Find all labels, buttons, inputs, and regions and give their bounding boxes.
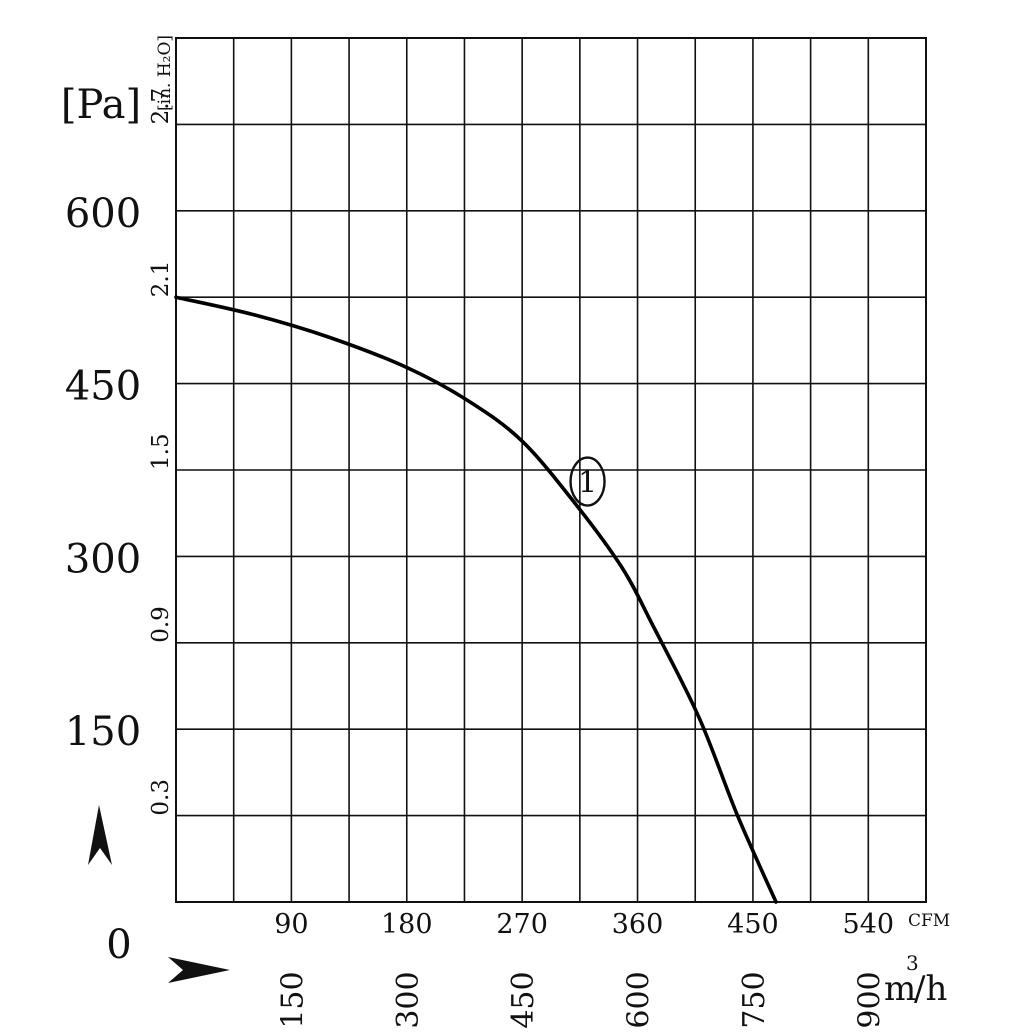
label-layer: 0 150 300 450 600 [Pa] 0.3 0.9 1.5 2.1 2.7[in. H₂O… xyxy=(61,35,950,1029)
x-axis-unit-suffix: /h xyxy=(914,969,947,1009)
x-tick-label-cfm: 270 xyxy=(496,909,548,940)
x-tick-label-cfm: 360 xyxy=(612,909,664,940)
plot-frame xyxy=(175,37,927,903)
series-curve-1 xyxy=(174,295,778,904)
y-tick-label-pa: 0 xyxy=(106,922,131,968)
curve-layer: 1 xyxy=(174,295,778,904)
x-tick-label-cfm: 90 xyxy=(274,909,308,940)
y-tick-label-inh2o: 0.9 xyxy=(148,606,174,643)
x-tick-label-cfm: 540 xyxy=(843,909,895,940)
x-tick-label-m3h: 300 xyxy=(391,971,426,1028)
series-label: 1 xyxy=(578,466,597,501)
x-tick-label-cfm: 180 xyxy=(381,909,433,940)
y-axis-unit-inh2o: [in. H₂O] xyxy=(155,35,175,111)
x-tick-label-m3h: 150 xyxy=(275,971,310,1028)
y-axis-arrow-icon xyxy=(88,805,112,865)
x-tick-label-m3h: 750 xyxy=(737,971,772,1028)
series-label-circle xyxy=(569,456,606,507)
x-axis-unit-superscript: 3 xyxy=(906,951,919,975)
chart-grid xyxy=(175,37,927,903)
x-tick-label-m3h: 450 xyxy=(506,971,541,1028)
y-tick-label-pa: 600 xyxy=(65,191,141,237)
y-tick-label-inh2o: 2.7 xyxy=(148,88,174,125)
y-tick-label-pa: 300 xyxy=(65,536,141,582)
y-tick-label-inh2o: 0.3 xyxy=(148,779,174,816)
y-tick-label-inh2o: 2.1 xyxy=(148,261,174,298)
y-tick-label-pa: 450 xyxy=(65,364,141,410)
x-axis-arrow-icon xyxy=(168,957,230,983)
y-tick-label-inh2o: 1.5 xyxy=(148,433,174,470)
x-tick-label-m3h: 600 xyxy=(622,971,657,1028)
y-axis-unit-pa: [Pa] xyxy=(61,82,141,128)
x-axis-unit-cfm: CFM xyxy=(908,911,950,931)
x-tick-label-m3h: 900 xyxy=(852,971,887,1028)
x-axis-unit-m3h: m xyxy=(884,969,916,1009)
y-tick-label-pa: 150 xyxy=(65,709,141,755)
x-tick-label-cfm: 450 xyxy=(727,909,779,940)
